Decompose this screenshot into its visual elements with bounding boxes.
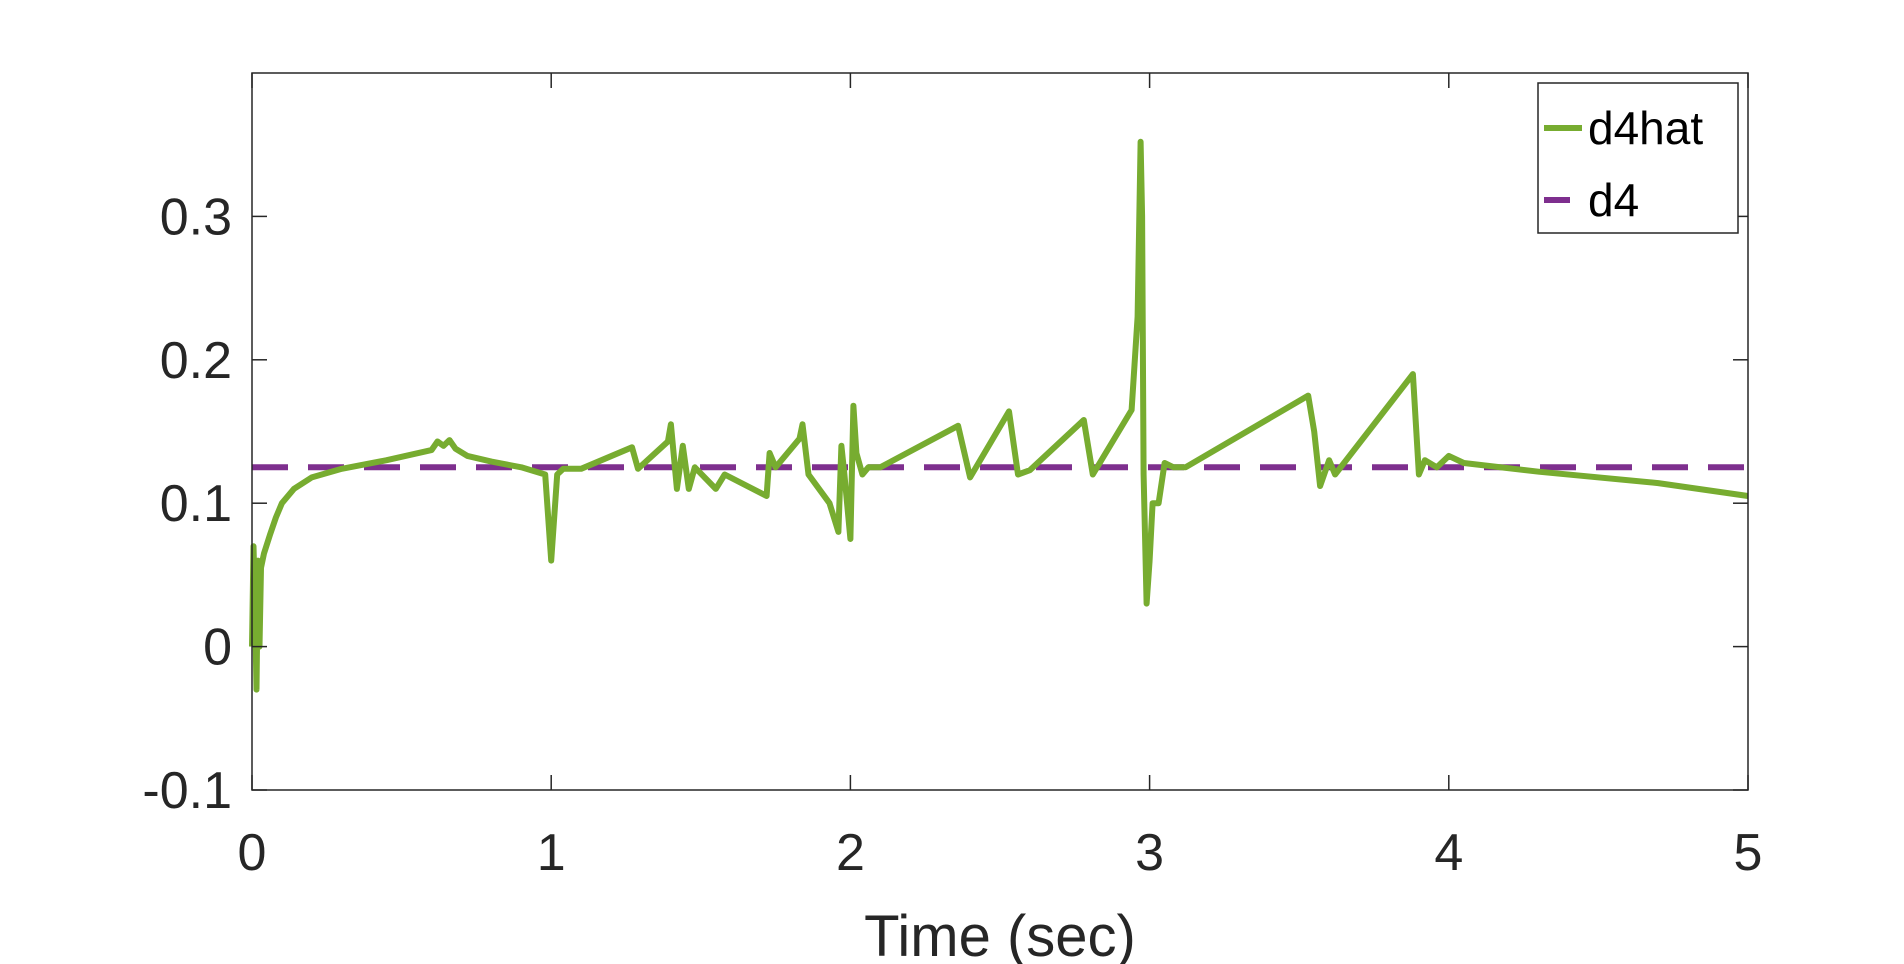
axes-box [251, 72, 1749, 791]
x-tick-label: 1 [537, 824, 566, 882]
y-tick-label: 0.2 [160, 332, 232, 390]
x-axis-title: Time (sec) [864, 904, 1136, 964]
x-tick-label: 3 [1135, 824, 1164, 882]
series-line-d4hat [249, 138, 1749, 693]
ticks-layer: 0 1 2 3 4 5-0.100.10.20.3 [142, 73, 1762, 882]
series-layer [249, 138, 1749, 693]
x-tick-label: 0 [238, 824, 267, 882]
legend-label-d4hat: d4hat [1588, 102, 1703, 154]
y-tick-label: 0.1 [160, 475, 232, 533]
y-tick-label: 0 [203, 619, 232, 677]
legend-box [1537, 82, 1739, 234]
x-tick-label: 2 [836, 824, 865, 882]
y-tick-label: -0.1 [142, 762, 232, 820]
axes-layer [251, 72, 1749, 791]
x-tick-label: 4 [1434, 824, 1463, 882]
x-tick-label: 5 [1734, 824, 1763, 882]
legend-label-d4: d4 [1588, 174, 1639, 226]
legend: d4hat d4 [1537, 82, 1739, 234]
y-tick-label: 0.3 [160, 188, 232, 246]
